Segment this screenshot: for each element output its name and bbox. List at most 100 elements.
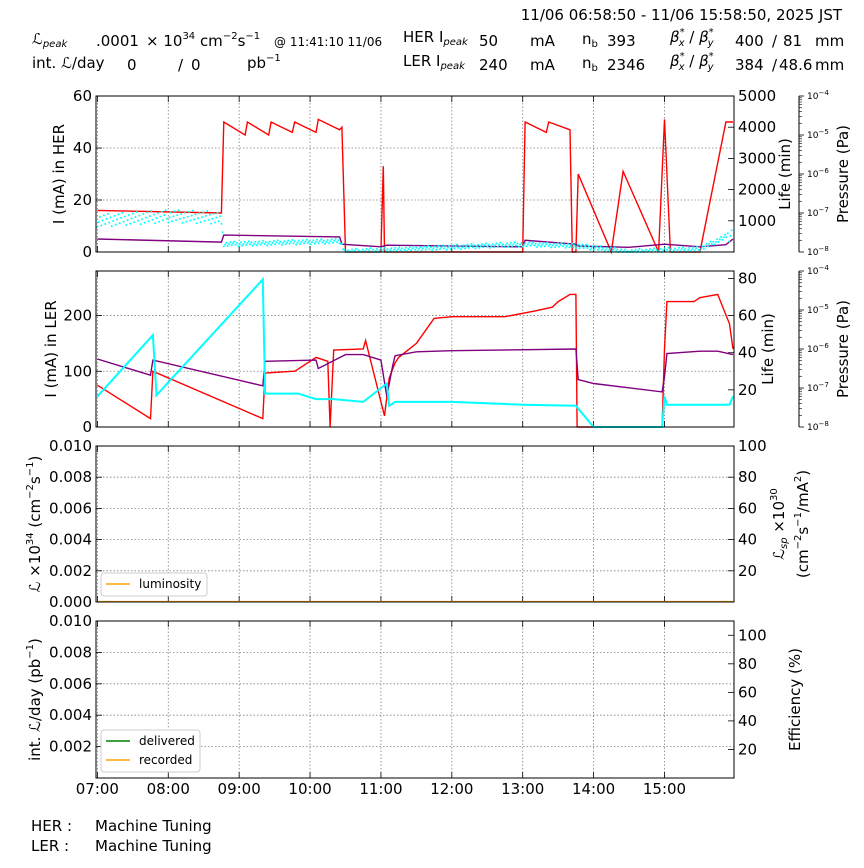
her-lifetime-point xyxy=(152,213,155,216)
her-lifetime-point xyxy=(217,220,220,223)
her-lifetime-point xyxy=(681,246,684,249)
her-lifetime-point xyxy=(634,248,637,251)
her-lifetime-point xyxy=(706,245,709,248)
her-lifetime-point xyxy=(485,242,487,245)
pressure-axis-label: Pressure (Pa) xyxy=(834,300,852,398)
her-lifetime-point xyxy=(337,239,340,242)
her-lifetime-point xyxy=(131,212,134,215)
her-lifetime-point xyxy=(653,247,655,250)
her-lifetime-point xyxy=(530,243,533,245)
her-lifetime-point xyxy=(584,245,586,248)
y-tick-label: 200 xyxy=(63,307,92,325)
her-lifetime-point xyxy=(684,247,687,250)
y-tick-label: 0.010 xyxy=(49,437,92,455)
her-lifetime-point xyxy=(547,244,550,247)
her-lifetime-point xyxy=(270,243,273,246)
her-lifetime-point xyxy=(523,243,525,246)
her-current-line xyxy=(97,118,733,255)
her-lifetime-point xyxy=(492,246,495,249)
her-lifetime-point xyxy=(204,215,207,217)
her-lifetime-point xyxy=(560,242,563,244)
y2-tick-label: 1000 xyxy=(738,212,776,230)
her-lifetime-point xyxy=(564,246,567,249)
her-lifetime-point xyxy=(674,247,676,250)
pressure-tick-label: 10−8 xyxy=(807,420,829,433)
her-lifetime-point xyxy=(237,245,240,248)
her-lifetime-point xyxy=(325,240,328,243)
her-lifetime-point xyxy=(135,211,138,213)
her-lifetime-point xyxy=(436,246,439,249)
her-lifetime-point xyxy=(250,241,253,244)
her-lifetime-point xyxy=(461,246,464,249)
her-lifetime-point xyxy=(113,214,116,217)
her-lifetime-point xyxy=(257,242,259,245)
y-tick-label: 0.004 xyxy=(49,706,92,724)
her-lifetime-point xyxy=(408,246,411,249)
ler-lifetime-line xyxy=(96,276,734,428)
her-lifetime-point xyxy=(110,225,113,228)
her-lifetime-point xyxy=(568,246,571,249)
her-lifetime-point xyxy=(725,236,728,239)
her-beta-label: β* x / β* y xyxy=(669,27,715,49)
her-lifetime-point xyxy=(134,216,137,218)
lpeak-label: ℒpeak xyxy=(32,30,68,50)
her-lifetime-point xyxy=(516,242,519,245)
her-lifetime-point xyxy=(238,243,241,246)
her-lifetime-point xyxy=(695,247,697,250)
pressure-axis-label: Pressure (Pa) xyxy=(834,125,852,223)
her-lifetime-point xyxy=(726,232,729,235)
her-lifetime-point xyxy=(193,218,196,221)
her-peak-unit: mA xyxy=(530,32,556,50)
her-lifetime-point xyxy=(116,218,119,221)
her-lifetime-point xyxy=(211,217,214,220)
y-tick-label: 0.010 xyxy=(49,612,92,630)
her-lifetime-point xyxy=(604,248,607,251)
her-lifetime-point xyxy=(670,248,673,251)
pressure-tick-label: 10−7 xyxy=(807,381,829,394)
her-lifetime-point xyxy=(574,247,577,250)
her-lifetime-point xyxy=(672,249,675,252)
her-lifetime-point xyxy=(138,214,141,217)
ler-beta-slash: / xyxy=(772,56,778,74)
plot-frame xyxy=(95,620,735,779)
her-lifetime-point xyxy=(529,244,532,247)
her-lifetime-point xyxy=(478,246,481,249)
her-lifetime-point xyxy=(177,209,180,212)
ler-nb-label: nb xyxy=(582,54,598,74)
her-lifetime-point xyxy=(202,211,205,214)
her-lifetime-point xyxy=(457,246,460,249)
her-lifetime-point xyxy=(481,243,483,245)
her-lifetime-point xyxy=(178,218,181,220)
her-lifetime-point xyxy=(97,221,100,223)
her-lifetime-point xyxy=(155,217,158,220)
y2-tick-label: 40 xyxy=(738,712,757,730)
x-tick-label: 12:00 xyxy=(430,780,473,798)
pressure-tick-label: 10−4 xyxy=(807,89,829,102)
her-lifetime-point xyxy=(210,222,213,225)
her-lifetime-point xyxy=(569,244,572,247)
her-lifetime-point xyxy=(708,243,711,245)
her-lifetime-point xyxy=(513,241,516,244)
her-lifetime-point xyxy=(613,246,616,249)
her-lifetime-point xyxy=(515,244,518,247)
her-lifetime-point xyxy=(369,247,372,250)
her-lifetime-point xyxy=(148,215,151,218)
her-lifetime-point xyxy=(716,238,719,241)
her-lifetime-point xyxy=(662,249,665,252)
her-lifetime-point xyxy=(467,246,470,249)
her-lifetime-point xyxy=(576,245,579,248)
her-lifetime-point xyxy=(704,245,707,248)
her-lifetime-point xyxy=(160,210,163,213)
her-lifetime-point xyxy=(460,248,462,251)
her-lifetime-point xyxy=(121,211,124,214)
her-lifetime-point xyxy=(109,216,112,219)
her-beta-slash: / xyxy=(772,32,778,50)
her-lifetime-point xyxy=(693,249,696,252)
y-tick-label: 0.008 xyxy=(49,643,92,661)
her-lifetime-point xyxy=(130,217,133,220)
her-lifetime-point xyxy=(378,249,381,252)
her-lifetime-point xyxy=(594,246,597,249)
her-lifetime-point xyxy=(590,247,593,249)
y-axis-label: ℒ ×1034 (cm−2s−1) xyxy=(25,456,44,593)
her-lifetime-point xyxy=(386,248,389,250)
